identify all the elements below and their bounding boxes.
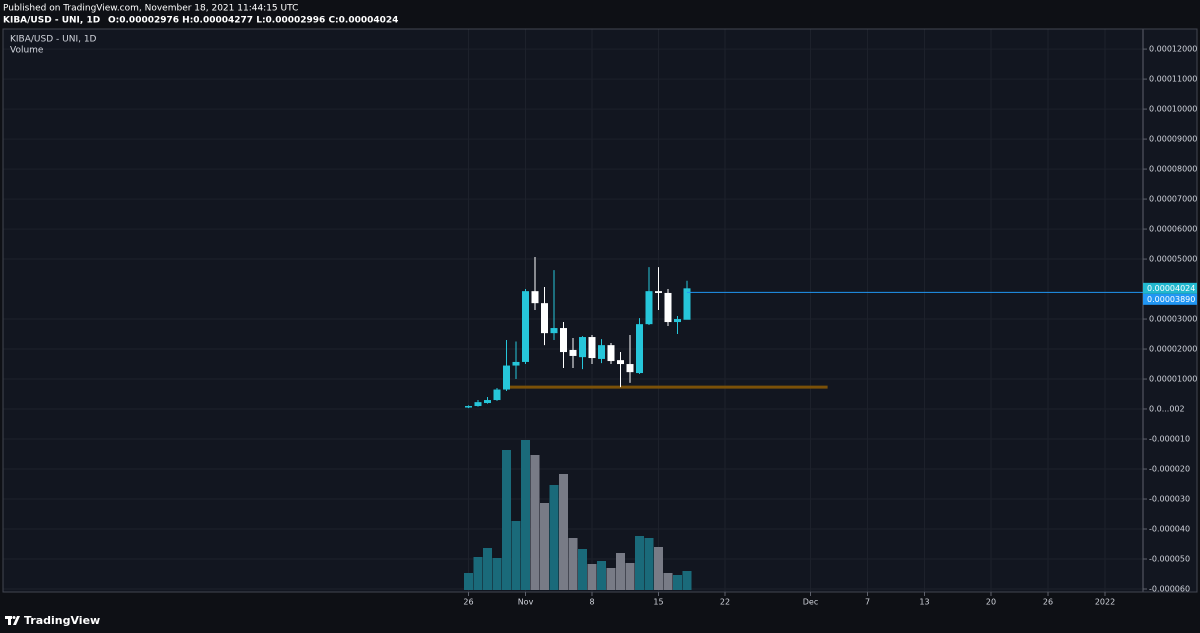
y-tick-label: 0.00010000 — [1149, 105, 1197, 114]
candle-body — [645, 291, 653, 325]
price-label-bg — [1143, 293, 1197, 305]
volume-bar — [483, 548, 492, 590]
candle-body — [550, 328, 558, 334]
volume-bar — [492, 558, 502, 590]
candle-body — [493, 389, 501, 401]
volume-bar — [616, 553, 625, 590]
candle-body — [503, 365, 510, 390]
x-tick-label: 26 — [463, 598, 473, 607]
volume-bar — [587, 564, 597, 590]
published-note: Published on TradingView.com, November 1… — [3, 4, 298, 14]
y-tick-label: -0.000060 — [1149, 585, 1190, 594]
y-tick-label: 0.00008000 — [1149, 165, 1197, 174]
candle-body — [560, 328, 567, 353]
y-tick-label: 0.00012000 — [1149, 45, 1197, 54]
y-tick-label: -0.000040 — [1149, 525, 1190, 534]
y-tick-label: 0.00006000 — [1149, 225, 1197, 234]
candle-body — [541, 303, 548, 334]
logo-shape — [12, 616, 16, 619]
volume-bar — [606, 568, 616, 590]
volume-bar — [644, 538, 654, 590]
chart-legend-symbol: KIBA/USD - UNI, 1D — [10, 35, 97, 45]
candle-body — [588, 337, 596, 359]
candle-body — [636, 324, 643, 374]
y-tick-label: 0.00001000 — [1149, 375, 1197, 384]
y-tick-label: -0.000050 — [1149, 555, 1190, 564]
x-tick-label: 8 — [589, 598, 594, 607]
price-label: 0.00004024 — [1147, 284, 1195, 293]
x-tick-label: Dec — [803, 598, 818, 607]
x-tick-label: 20 — [986, 598, 996, 607]
symbol-title: KIBA/USD - UNI, 1D — [3, 16, 100, 26]
candle-body — [522, 291, 529, 362]
y-tick-label: 0.0...002 — [1149, 404, 1185, 413]
volume-bar — [549, 485, 559, 590]
price-label: 0.00003890 — [1147, 295, 1195, 304]
candle-body — [465, 406, 472, 408]
y-tick-label: -0.000030 — [1149, 495, 1190, 504]
candle-body — [626, 364, 634, 373]
panel-border — [2, 28, 1198, 593]
y-tick-label: 0.00002000 — [1149, 345, 1197, 354]
y-tick-label: 0.00007000 — [1149, 195, 1197, 204]
brand: TradingView — [24, 614, 100, 627]
volume-bar — [578, 549, 587, 590]
volume-bar — [568, 538, 578, 590]
y-tick-label: -0.000020 — [1149, 465, 1190, 474]
x-tick-label: 2022 — [1095, 598, 1115, 607]
plot-background — [3, 29, 1197, 592]
brand-logo — [5, 616, 20, 625]
x-tick-label: 22 — [720, 598, 730, 607]
volume-bar — [663, 573, 673, 590]
volume-bar — [635, 536, 644, 590]
candle-body — [531, 291, 539, 304]
y-tick-label: 0.00005000 — [1149, 255, 1197, 264]
volume-legend: Volume — [10, 46, 44, 56]
candle-body — [683, 288, 691, 320]
candle-body — [674, 319, 681, 323]
candle-body — [607, 345, 615, 362]
candle-body — [474, 402, 482, 407]
volume-bar — [625, 563, 635, 590]
volume-bar — [654, 547, 663, 590]
y-tick-label: 0.00011000 — [1149, 75, 1197, 84]
volume-bar — [682, 571, 692, 590]
x-tick-label: 15 — [653, 598, 663, 607]
volume-bar — [521, 440, 530, 590]
x-tick-label: 13 — [919, 598, 929, 607]
volume-bar — [530, 455, 540, 590]
candle-body — [655, 291, 662, 293]
volume-bar — [511, 521, 521, 590]
volume-bar — [597, 561, 606, 590]
candle-body — [617, 360, 624, 365]
volume-bar — [540, 503, 549, 590]
logo-shape — [13, 616, 20, 625]
candle-body — [512, 361, 520, 366]
volume-bar — [559, 474, 568, 590]
candle-body — [598, 345, 605, 359]
volume-bar — [502, 450, 511, 590]
ohlc-legend: O:0.00002976 H:0.00004277 L:0.00002996 C… — [108, 16, 398, 26]
candle-body — [484, 400, 491, 404]
volume-bar — [464, 573, 473, 590]
x-tick-label: 26 — [1043, 598, 1053, 607]
y-tick-label: 0.00009000 — [1149, 135, 1197, 144]
candle-body — [579, 337, 586, 358]
price-label-bg — [1143, 282, 1197, 294]
volume-bar — [673, 575, 682, 590]
candle-body — [664, 292, 672, 323]
candle-body — [569, 349, 577, 356]
volume-bar — [473, 557, 483, 590]
y-tick-label: -0.000010 — [1149, 435, 1190, 444]
logo-shape — [8, 616, 11, 625]
x-tick-label: Nov — [518, 598, 534, 607]
y-tick-label: 0.00003000 — [1149, 315, 1197, 324]
x-tick-label: 7 — [865, 598, 870, 607]
